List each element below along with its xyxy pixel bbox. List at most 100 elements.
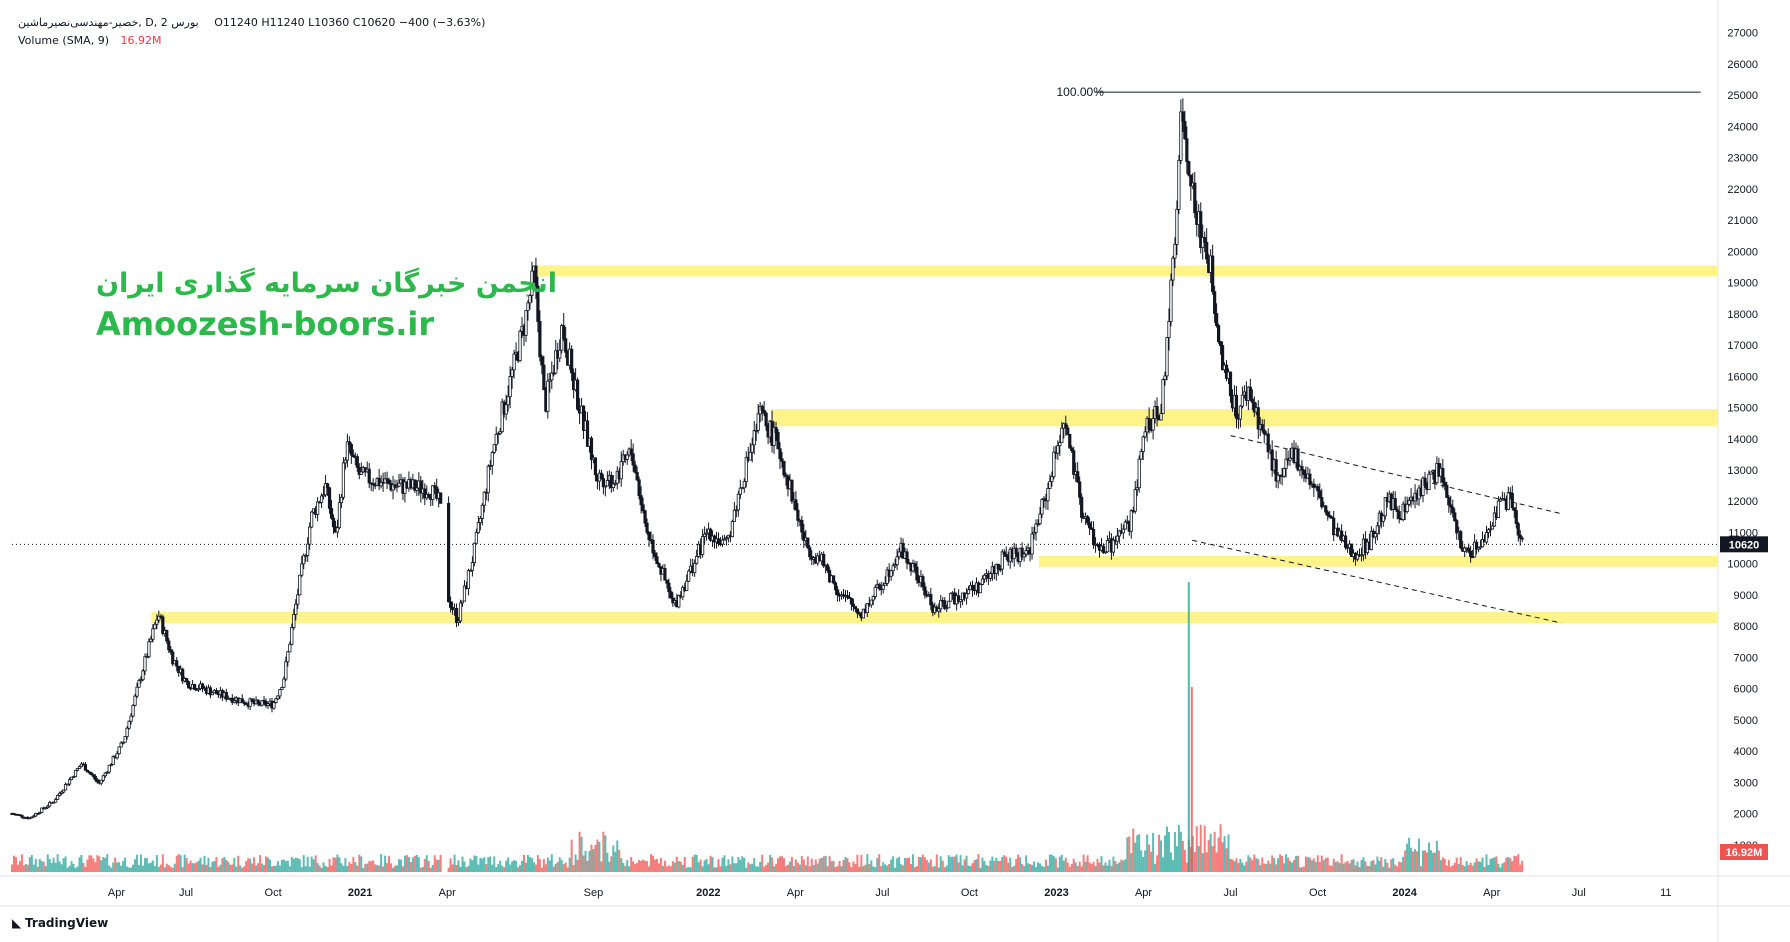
y-tick-label: 19000: [1727, 278, 1758, 290]
candle-body: [599, 472, 604, 479]
candle-body: [427, 494, 431, 498]
volume-bar: [538, 859, 541, 872]
candle-body: [262, 699, 266, 702]
volume-bar: [1144, 850, 1147, 872]
volume-bar: [1124, 859, 1127, 872]
volume-bar: [568, 857, 571, 872]
volume-bar: [917, 857, 920, 872]
candle-body: [1048, 481, 1052, 489]
candle-body: [1381, 515, 1385, 522]
volume-bar: [390, 863, 393, 872]
volume-bar: [110, 867, 113, 872]
volume-bar: [354, 862, 357, 872]
volume-bar: [1072, 858, 1075, 872]
volume-bar: [1384, 858, 1387, 872]
volume-bar: [221, 858, 224, 872]
y-tick-label: 4000: [1734, 746, 1758, 758]
volume-bar: [1483, 866, 1486, 872]
volume-bar: [661, 865, 664, 872]
volume-bar: [987, 866, 990, 872]
volume-bar: [205, 864, 208, 872]
volume-bar: [640, 860, 643, 872]
volume-bar: [739, 859, 742, 872]
volume-bar: [780, 856, 783, 872]
candle-body: [1129, 510, 1133, 532]
volume-bar: [1070, 863, 1073, 872]
candle-body: [137, 680, 141, 688]
volume-bar: [1388, 867, 1391, 872]
candle-body: [302, 555, 306, 565]
candle-body: [744, 456, 748, 483]
candle-body: [250, 698, 254, 702]
candle-body: [645, 522, 649, 533]
volume-bar: [586, 860, 589, 872]
volume-bar: [935, 854, 938, 872]
candle-body: [1423, 477, 1427, 486]
volume-bar: [1296, 855, 1299, 872]
candle-body: [512, 353, 516, 371]
volume-bar: [1207, 840, 1210, 872]
volume-bar: [1342, 863, 1345, 872]
candle-body: [703, 533, 707, 537]
volume-bar: [308, 866, 311, 872]
volume-bar: [1140, 850, 1143, 872]
volume-bar: [677, 861, 680, 872]
candle-body: [897, 551, 901, 558]
volume-bar: [1225, 848, 1228, 872]
candle-body: [831, 575, 836, 584]
candle-body: [796, 509, 800, 521]
volume-bar: [90, 855, 93, 872]
candle-body: [1105, 540, 1110, 553]
volume-bar: [846, 858, 849, 872]
volume-bar: [169, 866, 172, 872]
y-tick-label: 3000: [1734, 777, 1758, 789]
y-tick-label: 20000: [1727, 246, 1758, 258]
volume-bar: [634, 864, 637, 872]
volume-bar: [1027, 863, 1030, 872]
candle-body: [256, 699, 260, 704]
candle-body: [1179, 111, 1183, 161]
volume-bar: [1042, 866, 1045, 872]
candle-body: [524, 310, 528, 336]
volume-bar: [1422, 850, 1425, 872]
volume-bar: [588, 851, 591, 872]
candle-body: [1137, 458, 1141, 489]
candle-body: [278, 689, 282, 697]
volume-bar: [50, 862, 53, 872]
tradingview-icon: ◣: [12, 916, 26, 930]
volume-bar: [360, 856, 363, 872]
candle-body: [724, 537, 729, 540]
volume-bar: [68, 865, 71, 872]
volume-bar: [130, 867, 133, 872]
candle-body: [506, 396, 510, 406]
candle-body: [1250, 398, 1254, 403]
volume-bar: [475, 856, 478, 872]
candle-body: [1117, 530, 1121, 537]
candle-body: [147, 641, 151, 658]
volume-bar: [949, 856, 952, 872]
volume-bar: [1080, 866, 1083, 872]
y-tick-label: 10000: [1727, 559, 1758, 571]
volume-bar: [1215, 852, 1218, 872]
volume-bar: [1382, 866, 1385, 872]
volume-bar: [1235, 858, 1238, 872]
y-tick-label: 16000: [1727, 371, 1758, 383]
candle-body: [1288, 457, 1292, 461]
volume-bar: [1090, 863, 1093, 872]
candle-body: [490, 451, 494, 466]
volume-bar: [1431, 852, 1434, 872]
volume-bar: [1023, 866, 1026, 872]
candle-body: [855, 608, 860, 614]
volume-bar: [1503, 862, 1506, 872]
volume-bar: [1318, 861, 1321, 872]
volume-bar: [223, 856, 226, 872]
tradingview-logo[interactable]: ◣ TradingView: [12, 916, 108, 930]
volume-bar: [459, 866, 462, 872]
volume-bar: [1068, 866, 1071, 872]
candle-body: [716, 538, 721, 544]
volume-bar: [419, 867, 422, 872]
candle-body: [456, 620, 461, 623]
volume-bar: [1352, 859, 1355, 872]
candle-body: [1349, 543, 1354, 558]
